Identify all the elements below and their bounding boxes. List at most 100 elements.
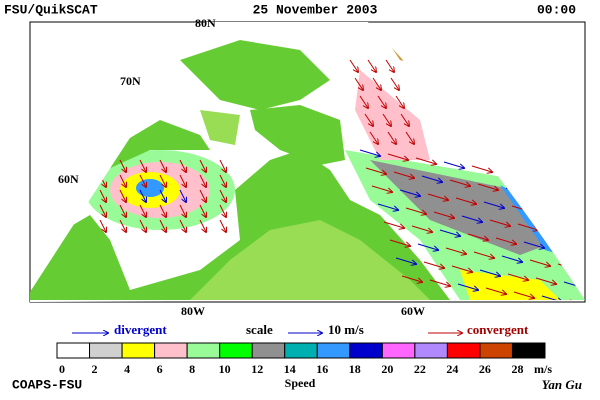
wind-arrow: [119, 159, 126, 172]
colorbar-swatch: [89, 342, 123, 359]
colorbar-tick-label: 20: [381, 362, 393, 376]
wind-arrow: [393, 171, 414, 178]
colorbar-tick-label: 28: [511, 362, 523, 376]
wind-arrow: [387, 131, 396, 144]
wind-arrow: [179, 159, 186, 172]
wind-arrow: [495, 237, 516, 244]
wind-arrow: [507, 273, 528, 280]
wind-arrow: [99, 204, 106, 217]
colorbar-swatch: [251, 342, 286, 359]
wind-arrow: [369, 131, 378, 144]
wind-arrow: [219, 219, 226, 232]
wind-arrow: [527, 173, 548, 180]
wind-arrow: [405, 207, 426, 214]
divergent-label: divergent: [114, 322, 167, 337]
wind-arrow: [219, 159, 226, 172]
colorbar-tick-label: 6: [157, 362, 163, 376]
wind-arrow: [139, 219, 146, 232]
footer-right: Yan Gu: [542, 377, 582, 392]
colorbar-tick-label: 10: [219, 362, 231, 376]
wind-arrow: [139, 174, 146, 187]
colorbar-swatch: [121, 342, 156, 359]
wind-arrow: [400, 113, 409, 126]
wind-arrow: [501, 255, 522, 262]
wind-arrow: [383, 221, 404, 228]
colorbar-swatch: [219, 342, 253, 359]
wind-arrow: [99, 189, 106, 202]
wind-arrow: [479, 269, 500, 276]
scale-label: scale: [246, 322, 273, 337]
wind-arrow: [411, 225, 432, 232]
wind-arrow: [199, 219, 206, 232]
colorbar: 0 2 4 6 8 10 12 14 16 18 20 22 24 26 28: [56, 342, 546, 376]
colorbar-swatch: [349, 342, 383, 359]
colorbar-tick-label: 14: [284, 362, 296, 376]
lat-label: 70N: [120, 74, 141, 88]
colorbar-tick-label: 22: [414, 362, 426, 376]
wind-arrow: [219, 189, 226, 202]
colorbar-swatch: [186, 342, 221, 359]
wind-arrow: [429, 279, 450, 286]
footer-left: COAPS-FSU: [12, 377, 82, 392]
wind-arrow: [395, 95, 404, 108]
wind-arrow: [364, 113, 373, 126]
colorbar-tick-label: 18: [349, 362, 361, 376]
colorbar-swatch: [284, 342, 318, 359]
wind-arrow: [385, 59, 394, 72]
wind-arrow: [365, 167, 386, 174]
wind-arrow: [513, 291, 534, 298]
colorbar-tick-label: 2: [92, 362, 98, 376]
wind-arrow: [199, 174, 206, 187]
scale-value: 10 m/s: [328, 322, 364, 337]
wind-arrow: [199, 159, 206, 172]
wind-arrow: [377, 203, 398, 210]
wind-arrow: [535, 277, 556, 284]
wind-arrow: [455, 197, 476, 204]
colorbar-swatch: [446, 342, 481, 359]
wind-arrow: [461, 215, 482, 222]
wind-arrow: [433, 211, 454, 218]
wind-arrow: [545, 227, 566, 234]
wind-arrow: [179, 204, 186, 217]
wind-arrow: [399, 189, 420, 196]
time: 00:00: [537, 2, 576, 17]
colorbar-tick-label: 0: [59, 362, 65, 376]
wind-arrow: [551, 245, 572, 252]
wind-arrow: [199, 189, 206, 202]
colorbar-swatch: [154, 342, 188, 359]
colorbar-tick-label: 4: [124, 362, 130, 376]
map: [30, 22, 585, 302]
wind-arrow: [427, 193, 448, 200]
colorbar-tick-label: 16: [316, 362, 328, 376]
wind-arrow: [367, 59, 376, 72]
wind-arrow: [405, 131, 414, 144]
lon-label: 80W: [181, 304, 205, 318]
wind-arrow: [499, 169, 520, 176]
lon-label: 60W: [401, 304, 425, 318]
colorbar-swatch: [414, 342, 448, 359]
wind-arrow: [159, 174, 166, 187]
colorbar-unit: m/s: [534, 362, 552, 376]
colorbar-tick-label: 12: [251, 362, 263, 376]
colorbar-tick-label: 8: [189, 362, 195, 376]
wind-arrow: [159, 159, 166, 172]
wind-arrow: [417, 243, 438, 250]
wind-arrow: [471, 165, 492, 172]
wind-arrow: [382, 113, 391, 126]
wind-arrow: [139, 189, 146, 202]
wind-arrow: [423, 261, 444, 268]
wind-arrow: [421, 175, 442, 182]
wind-arrow: [371, 185, 392, 192]
wind-arrow: [377, 95, 386, 108]
wind-arrow: [401, 275, 422, 282]
colorbar-swatch: [479, 342, 513, 359]
wind-arrow: [443, 161, 464, 168]
lat-label: 80N: [195, 16, 216, 30]
colorbar-swatch: [511, 342, 546, 359]
wind-arrow: [389, 239, 410, 246]
wind-arrow: [529, 259, 550, 266]
convergent-label: convergent: [467, 322, 529, 337]
wind-arrow: [159, 204, 166, 217]
lat-label: 60N: [58, 172, 79, 186]
